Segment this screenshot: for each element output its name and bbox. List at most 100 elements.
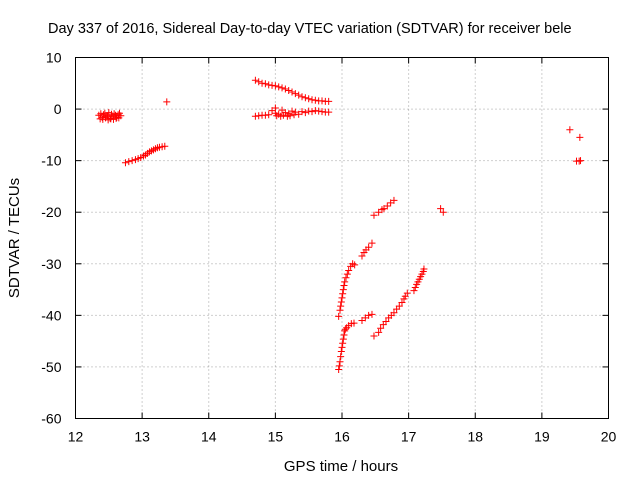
data-point — [566, 126, 574, 134]
data-point — [258, 79, 266, 87]
y-tick-label: -20 — [41, 204, 61, 220]
data-point — [128, 157, 136, 165]
data-point — [291, 90, 299, 98]
data-point — [350, 319, 358, 327]
series-isolated-a — [163, 98, 171, 106]
data-point — [337, 298, 345, 306]
data-point — [368, 310, 376, 318]
data-point — [268, 81, 276, 89]
data-point — [375, 328, 383, 336]
x-tick-label: 20 — [601, 429, 617, 445]
data-point — [265, 81, 273, 89]
data-point — [255, 78, 263, 86]
x-tick-label: 12 — [68, 429, 84, 445]
data-point — [411, 284, 419, 292]
data-point — [338, 294, 346, 302]
data-point — [345, 266, 353, 274]
series-arc-c7 — [410, 265, 428, 295]
data-point — [339, 286, 347, 294]
data-point — [278, 84, 286, 92]
series-isolated-d — [437, 205, 447, 216]
data-point — [271, 104, 279, 112]
data-point — [576, 133, 584, 141]
y-tick-label: 0 — [54, 101, 62, 117]
data-point — [335, 366, 343, 374]
x-tick-label: 19 — [534, 429, 550, 445]
series-cluster-a-lower — [96, 114, 123, 124]
data-point — [339, 339, 347, 347]
data-point — [318, 97, 326, 105]
data-point — [342, 274, 350, 282]
data-point — [275, 83, 283, 91]
data-point — [337, 302, 345, 310]
y-axis-label: SDTVAR / TECUs — [6, 178, 23, 298]
data-point — [288, 107, 296, 115]
data-point — [382, 318, 390, 326]
data-point — [255, 112, 263, 120]
data-point — [110, 110, 118, 118]
data-point — [577, 157, 585, 165]
series-flat-band-b — [251, 104, 333, 120]
data-point — [281, 85, 289, 93]
data-point — [377, 324, 385, 332]
data-point — [398, 298, 406, 306]
data-point — [115, 114, 123, 122]
series-arc-c5 — [370, 196, 398, 219]
data-point — [439, 208, 447, 216]
y-tick-label: -10 — [41, 153, 61, 169]
data-point — [298, 93, 306, 101]
data-point — [125, 158, 133, 166]
data-point — [315, 107, 323, 115]
data-point — [395, 302, 403, 310]
y-tick-label: -50 — [41, 359, 61, 375]
data-point — [336, 306, 344, 314]
series-descending-arc-b — [251, 76, 333, 105]
series-rising-arc-a — [121, 142, 169, 167]
data-point — [339, 335, 347, 343]
x-tick-label: 17 — [401, 429, 417, 445]
data-point — [311, 107, 319, 115]
data-point — [365, 311, 373, 319]
data-point — [341, 278, 349, 286]
data-point — [337, 353, 345, 361]
data-point — [335, 312, 343, 320]
data-point — [279, 111, 287, 119]
data-point — [390, 196, 398, 204]
x-tick-label: 15 — [268, 429, 284, 445]
data-point — [273, 112, 281, 120]
data-point — [341, 325, 349, 333]
data-point — [339, 290, 347, 298]
data-point — [161, 142, 169, 150]
data-point — [251, 76, 259, 84]
data-point — [121, 159, 129, 167]
data-point — [338, 343, 346, 351]
data-point — [265, 111, 273, 119]
y-tick-label: -30 — [41, 256, 61, 272]
data-point — [311, 96, 319, 104]
data-point — [163, 98, 171, 106]
data-point — [358, 252, 366, 260]
data-point — [370, 211, 378, 219]
y-tick-label: -40 — [41, 307, 61, 323]
x-axis-label: GPS time / hours — [284, 458, 398, 475]
data-point — [383, 202, 391, 210]
data-point — [301, 109, 309, 117]
x-tick-label: 14 — [201, 429, 217, 445]
data-point — [325, 97, 333, 105]
data-point — [340, 281, 348, 289]
data-point — [271, 82, 279, 90]
series-arc-c3 — [358, 239, 376, 260]
y-tick-label: -60 — [41, 411, 61, 427]
data-point — [420, 265, 428, 273]
chart-title: Day 337 of 2016, Sidereal Day-to-day VTE… — [48, 21, 572, 37]
data-point — [286, 112, 294, 120]
series-steep-arc-c2 — [335, 319, 358, 374]
data-point — [365, 243, 373, 251]
data-point — [308, 96, 316, 104]
data-point — [368, 239, 376, 247]
data-point — [337, 347, 345, 355]
x-tick-label: 18 — [467, 429, 483, 445]
data-point — [325, 108, 333, 116]
data-point — [437, 205, 445, 213]
